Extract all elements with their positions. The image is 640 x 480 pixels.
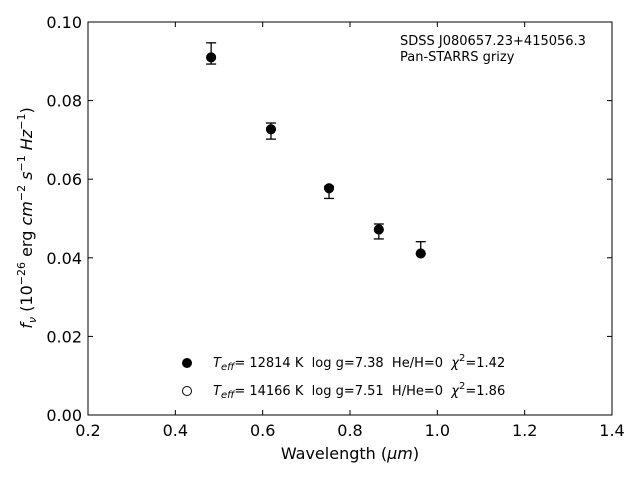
legend-2-chi-val: =1.86 <box>465 384 505 399</box>
legend-1-eff: eff <box>221 362 236 373</box>
legend-2-t: T <box>213 384 222 399</box>
y-tick-label: 0.06 <box>46 170 82 189</box>
y-axis-label-cm: cm <box>17 201 36 225</box>
model-point-filled <box>324 183 335 194</box>
legend-1-chi-val: =1.42 <box>465 356 505 371</box>
x-tick-label: 0.4 <box>163 421 188 440</box>
y-tick-label: 0.02 <box>46 327 82 346</box>
legend-2-chi-exp: 2 <box>459 381 465 392</box>
legend-entry-1: Teff= 12814 K log g=7.38 He/H=0 χ2=1.42 <box>213 353 505 373</box>
x-axis-label-main: Wavelength ( <box>281 444 387 463</box>
x-tick-label: 1.0 <box>425 421 450 440</box>
x-tick-label: 0.8 <box>337 421 362 440</box>
y-axis-label-nu: ν <box>26 317 39 323</box>
y-axis-label-s-exp: −1 <box>15 155 28 171</box>
annotation-survey: Pan-STARRS grizy <box>400 50 515 65</box>
legend-marker-open <box>182 386 192 396</box>
annotation-object-name: SDSS J080657.23+415056.3 <box>400 34 586 49</box>
y-axis-label-close: ) <box>17 107 36 113</box>
model-point-filled <box>415 248 426 259</box>
x-tick-label: 1.4 <box>599 421 624 440</box>
legend-1-chi-exp: 2 <box>459 353 465 364</box>
y-tick-label: 0.10 <box>46 13 82 32</box>
series-layer <box>206 42 426 259</box>
y-axis-label-hz: Hz <box>17 129 36 155</box>
x-tick-label: 1.2 <box>512 421 537 440</box>
y-tick-label: 0.08 <box>46 92 82 111</box>
y-axis-label-cm-exp: −2 <box>15 185 28 201</box>
y-axis-label: fν (10−26 erg cm−2 s−1 Hz−1) <box>15 107 39 328</box>
y-tick-label: 0.04 <box>46 249 82 268</box>
legend-1-params: = 12814 K log g=7.38 He/H=0 <box>234 356 451 371</box>
y-axis-label-open: (10 <box>17 285 36 317</box>
y-axis-label-hz-exp: −1 <box>15 114 28 130</box>
y-axis-label-erg: erg <box>17 226 36 262</box>
axis-ticks: 0.2 0.4 0.6 0.8 1.0 1.2 1.4 0.00 0.02 0.04 0.06 0.0… <box>46 13 624 440</box>
x-tick-label: 0.6 <box>250 421 275 440</box>
model-point-filled <box>206 52 217 63</box>
legend-2-eff: eff <box>221 390 236 401</box>
x-axis-label-unit: μm <box>386 444 413 463</box>
model-point-filled <box>373 224 384 235</box>
y-axis-label-s: s <box>17 172 36 185</box>
legend-1-chi: χ <box>450 356 460 371</box>
y-axis-label-exp: −26 <box>15 262 28 285</box>
x-axis-label: Wavelength (μm) <box>281 444 419 463</box>
y-axis-label-f: f <box>17 321 36 329</box>
model-point-filled <box>265 124 276 135</box>
legend: Teff= 12814 K log g=7.38 He/H=0 χ2=1.42 … <box>182 353 505 401</box>
x-tick-label: 0.2 <box>75 421 100 440</box>
y-tick-label: 0.00 <box>46 406 82 425</box>
legend-entry-2: Teff= 14166 K log g=7.51 H/He=0 χ2=1.86 <box>213 381 505 401</box>
legend-1-t: T <box>213 356 222 371</box>
legend-marker-filled <box>182 358 192 368</box>
x-axis-label-close: ) <box>413 444 419 463</box>
legend-2-chi: χ <box>450 384 460 399</box>
legend-2-params: = 14166 K log g=7.51 H/He=0 <box>234 384 451 399</box>
